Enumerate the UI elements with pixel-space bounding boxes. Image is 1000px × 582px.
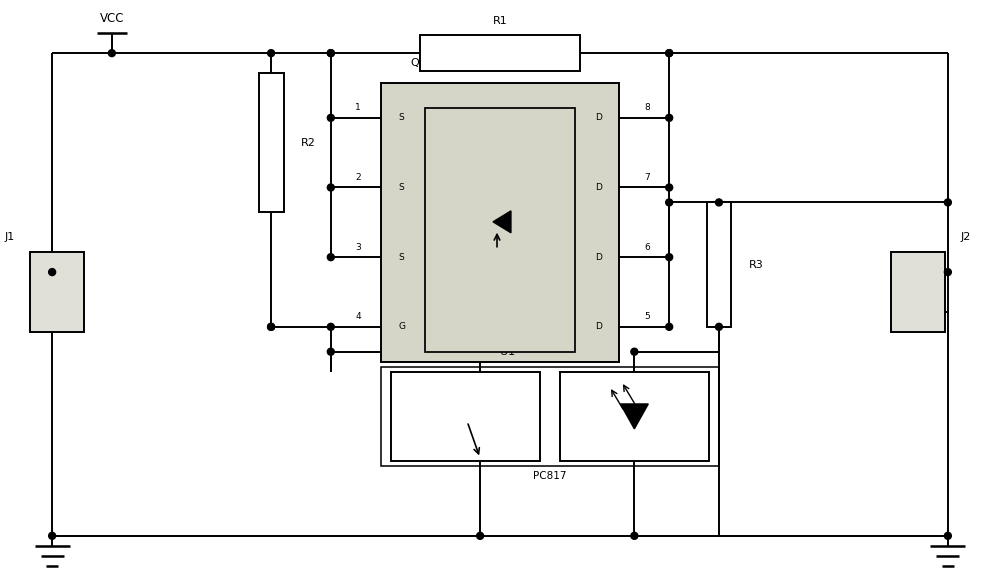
Bar [560, 372, 709, 461]
Circle shape [268, 324, 275, 331]
Circle shape [327, 114, 334, 121]
Text: 1: 1 [54, 269, 60, 279]
Text: 4: 4 [355, 313, 361, 321]
Text: 1: 1 [355, 104, 361, 112]
Polygon shape [620, 404, 648, 429]
Circle shape [666, 324, 673, 331]
Circle shape [327, 324, 334, 331]
Circle shape [327, 184, 334, 191]
Text: Q1: Q1 [410, 58, 426, 68]
Text: U1: U1 [500, 347, 515, 357]
Circle shape [666, 114, 673, 121]
Text: 2: 2 [355, 173, 361, 182]
Text: 2: 2 [54, 305, 60, 315]
Circle shape [944, 533, 951, 540]
Circle shape [666, 254, 673, 261]
Bar [891, 252, 945, 332]
Text: J2: J2 [960, 232, 971, 242]
Circle shape [327, 49, 334, 56]
Text: R2: R2 [301, 138, 316, 148]
Text: G: G [398, 322, 405, 331]
Circle shape [268, 324, 275, 331]
Text: 7: 7 [644, 173, 650, 182]
Text: D: D [595, 183, 602, 192]
Bar [425, 108, 575, 352]
Text: 3: 3 [355, 243, 361, 251]
Text: R1: R1 [493, 16, 507, 26]
Text: D: D [595, 113, 602, 122]
Circle shape [268, 49, 275, 56]
Circle shape [631, 348, 638, 355]
Circle shape [327, 348, 334, 355]
Circle shape [477, 533, 484, 540]
Text: 1: 1 [915, 305, 921, 315]
Text: VCC: VCC [100, 12, 124, 25]
Text: D: D [595, 253, 602, 262]
Bar [420, 36, 580, 71]
Text: 8: 8 [644, 104, 650, 112]
Circle shape [666, 49, 673, 56]
Text: S: S [398, 113, 404, 122]
Circle shape [108, 49, 115, 56]
Bar [381, 83, 619, 361]
Circle shape [944, 269, 951, 275]
Text: J1: J1 [5, 232, 15, 242]
Bar [707, 203, 731, 327]
Circle shape [666, 49, 673, 56]
Circle shape [631, 533, 638, 540]
Circle shape [666, 184, 673, 191]
Text: S: S [398, 253, 404, 262]
Text: S: S [398, 183, 404, 192]
Text: 6: 6 [644, 243, 650, 251]
Bar [391, 372, 540, 461]
Text: 2: 2 [915, 269, 921, 279]
Circle shape [944, 199, 951, 206]
Text: D: D [595, 322, 602, 331]
Bar [381, 367, 719, 466]
Polygon shape [493, 211, 511, 233]
Bar [30, 252, 84, 332]
Circle shape [327, 49, 334, 56]
Text: R3: R3 [749, 260, 764, 269]
Circle shape [715, 324, 722, 331]
Circle shape [49, 533, 56, 540]
Circle shape [49, 269, 56, 275]
Circle shape [327, 254, 334, 261]
Circle shape [715, 199, 722, 206]
Text: PC817: PC817 [533, 471, 567, 481]
Bar [259, 73, 284, 212]
Text: 5: 5 [644, 313, 650, 321]
Circle shape [666, 199, 673, 206]
